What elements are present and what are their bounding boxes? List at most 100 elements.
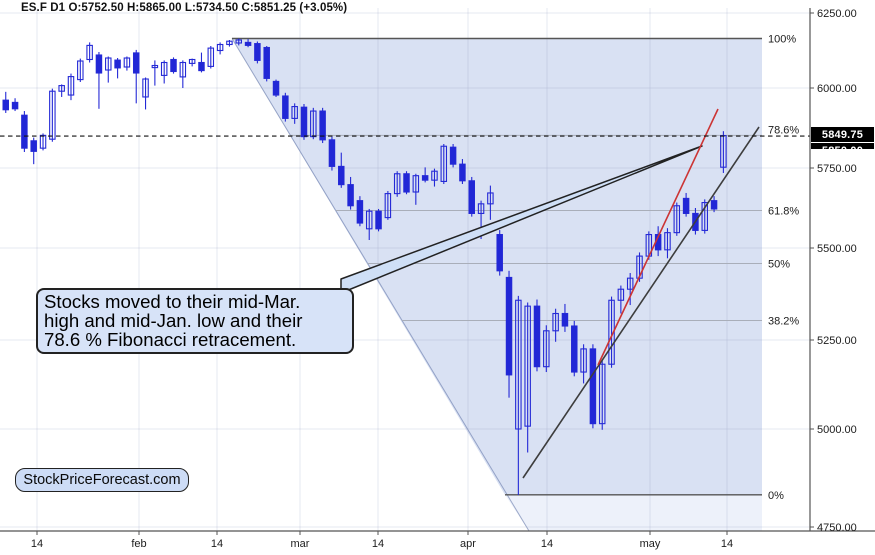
candle-body bbox=[142, 78, 149, 98]
candle-body bbox=[552, 312, 559, 332]
candle-body bbox=[626, 277, 634, 290]
candle-body bbox=[664, 232, 671, 251]
candle-body bbox=[589, 348, 597, 425]
candle-body bbox=[682, 197, 690, 214]
candle-body bbox=[440, 145, 448, 182]
candle-body bbox=[11, 101, 19, 110]
candle-body bbox=[468, 180, 475, 214]
candle-body bbox=[515, 299, 522, 430]
candle-body bbox=[105, 57, 112, 71]
candle-body bbox=[30, 140, 37, 152]
callout-line: high and mid-Jan. low and their bbox=[44, 310, 303, 331]
callout-pointer bbox=[340, 145, 703, 294]
candle-body bbox=[123, 57, 131, 68]
candle-body bbox=[235, 39, 243, 44]
candle-body bbox=[2, 99, 10, 111]
fib-label: 50% bbox=[768, 258, 790, 270]
candle-body bbox=[263, 46, 270, 79]
candle-body bbox=[310, 110, 317, 138]
candle-body bbox=[375, 210, 382, 230]
candle-body bbox=[710, 200, 718, 210]
candle-body bbox=[487, 192, 494, 205]
date-tick-label: mar bbox=[291, 538, 310, 550]
candle-body bbox=[347, 184, 354, 207]
fib-label: 100% bbox=[768, 34, 796, 46]
watermark-badge: StockPriceForecast.com bbox=[15, 468, 189, 492]
candle-body bbox=[543, 330, 550, 368]
candle-body bbox=[151, 64, 159, 69]
callout-line: Stocks moved to their mid-Mar. bbox=[44, 291, 301, 312]
candle-body bbox=[356, 200, 364, 224]
date-tick-label: 14 bbox=[31, 538, 43, 550]
candle-body bbox=[608, 299, 615, 365]
price-tick-label: 6250.00 bbox=[817, 8, 857, 20]
candle-body bbox=[421, 175, 429, 181]
candle-body bbox=[254, 43, 261, 61]
candle-body bbox=[496, 234, 503, 272]
candle-body bbox=[272, 80, 280, 96]
candle-body bbox=[244, 41, 252, 46]
candle-body bbox=[39, 134, 47, 149]
date-tick-label: 14 bbox=[211, 538, 223, 550]
date-tick-label: feb bbox=[131, 538, 146, 550]
candle-body bbox=[431, 170, 438, 181]
fib-label: 38.2% bbox=[768, 315, 799, 327]
candle-body bbox=[95, 54, 103, 74]
candle-body bbox=[505, 276, 513, 376]
candle-body bbox=[328, 139, 336, 167]
candle-body bbox=[449, 146, 457, 165]
date-tick-label: may bbox=[640, 538, 661, 550]
date-tick-label: 14 bbox=[721, 538, 733, 550]
candle-body bbox=[86, 44, 93, 61]
fib-label: 0% bbox=[768, 490, 784, 502]
candle-body bbox=[533, 305, 541, 368]
candle-body bbox=[673, 205, 681, 234]
callout-line: 78.6 % Fibonacci retracement. bbox=[44, 329, 297, 350]
fib-zone-lower bbox=[505, 494, 762, 531]
zone-diagonal-edge bbox=[231, 38, 530, 532]
candle-body bbox=[459, 163, 466, 182]
fib-label: 78.6% bbox=[768, 124, 799, 136]
candle-body bbox=[598, 363, 606, 425]
candle-body bbox=[561, 312, 569, 327]
candle-body bbox=[226, 40, 233, 46]
steep-rally-line bbox=[597, 108, 719, 366]
candle-body bbox=[198, 61, 205, 72]
ohlc-title: ES.F D1 O:5752.50 H:5865.00 L:5734.50 C:… bbox=[21, 2, 348, 14]
price-tick-label: 5000.00 bbox=[817, 424, 857, 436]
candle-body bbox=[291, 106, 298, 119]
candle-body bbox=[21, 114, 28, 149]
candle-body bbox=[524, 305, 531, 427]
support-line bbox=[522, 126, 760, 479]
clipped-price-label: 5850.00 bbox=[811, 142, 874, 149]
callout-annotation: Stocks moved to their mid-Mar. high and … bbox=[36, 288, 354, 354]
candle-body bbox=[403, 173, 410, 193]
candle-body bbox=[179, 61, 187, 78]
price-tick-label: 5750.00 bbox=[817, 163, 857, 175]
candle-body bbox=[132, 52, 140, 74]
candle-body bbox=[571, 325, 578, 373]
last-price-label: 5849.75 bbox=[811, 127, 874, 142]
candle-body bbox=[477, 203, 485, 214]
candle-body bbox=[412, 175, 420, 193]
candle-body bbox=[58, 85, 65, 92]
candle-body bbox=[300, 106, 308, 138]
price-tick-label: 4750.00 bbox=[817, 522, 857, 534]
candle-body bbox=[216, 43, 224, 52]
candle-body bbox=[77, 60, 84, 81]
candle-body bbox=[338, 165, 345, 186]
candle-body bbox=[701, 202, 708, 231]
date-tick-label: apr bbox=[460, 538, 476, 550]
candle-body bbox=[384, 193, 392, 219]
candle-body bbox=[49, 90, 56, 140]
date-tick-label: 14 bbox=[372, 538, 384, 550]
candle-body bbox=[114, 59, 121, 69]
candle-body bbox=[617, 288, 625, 301]
candle-body bbox=[160, 61, 168, 76]
candle-body bbox=[393, 173, 401, 195]
candle-body bbox=[188, 58, 196, 64]
price-tick-label: 6000.00 bbox=[817, 83, 857, 95]
candle-body bbox=[207, 47, 215, 67]
